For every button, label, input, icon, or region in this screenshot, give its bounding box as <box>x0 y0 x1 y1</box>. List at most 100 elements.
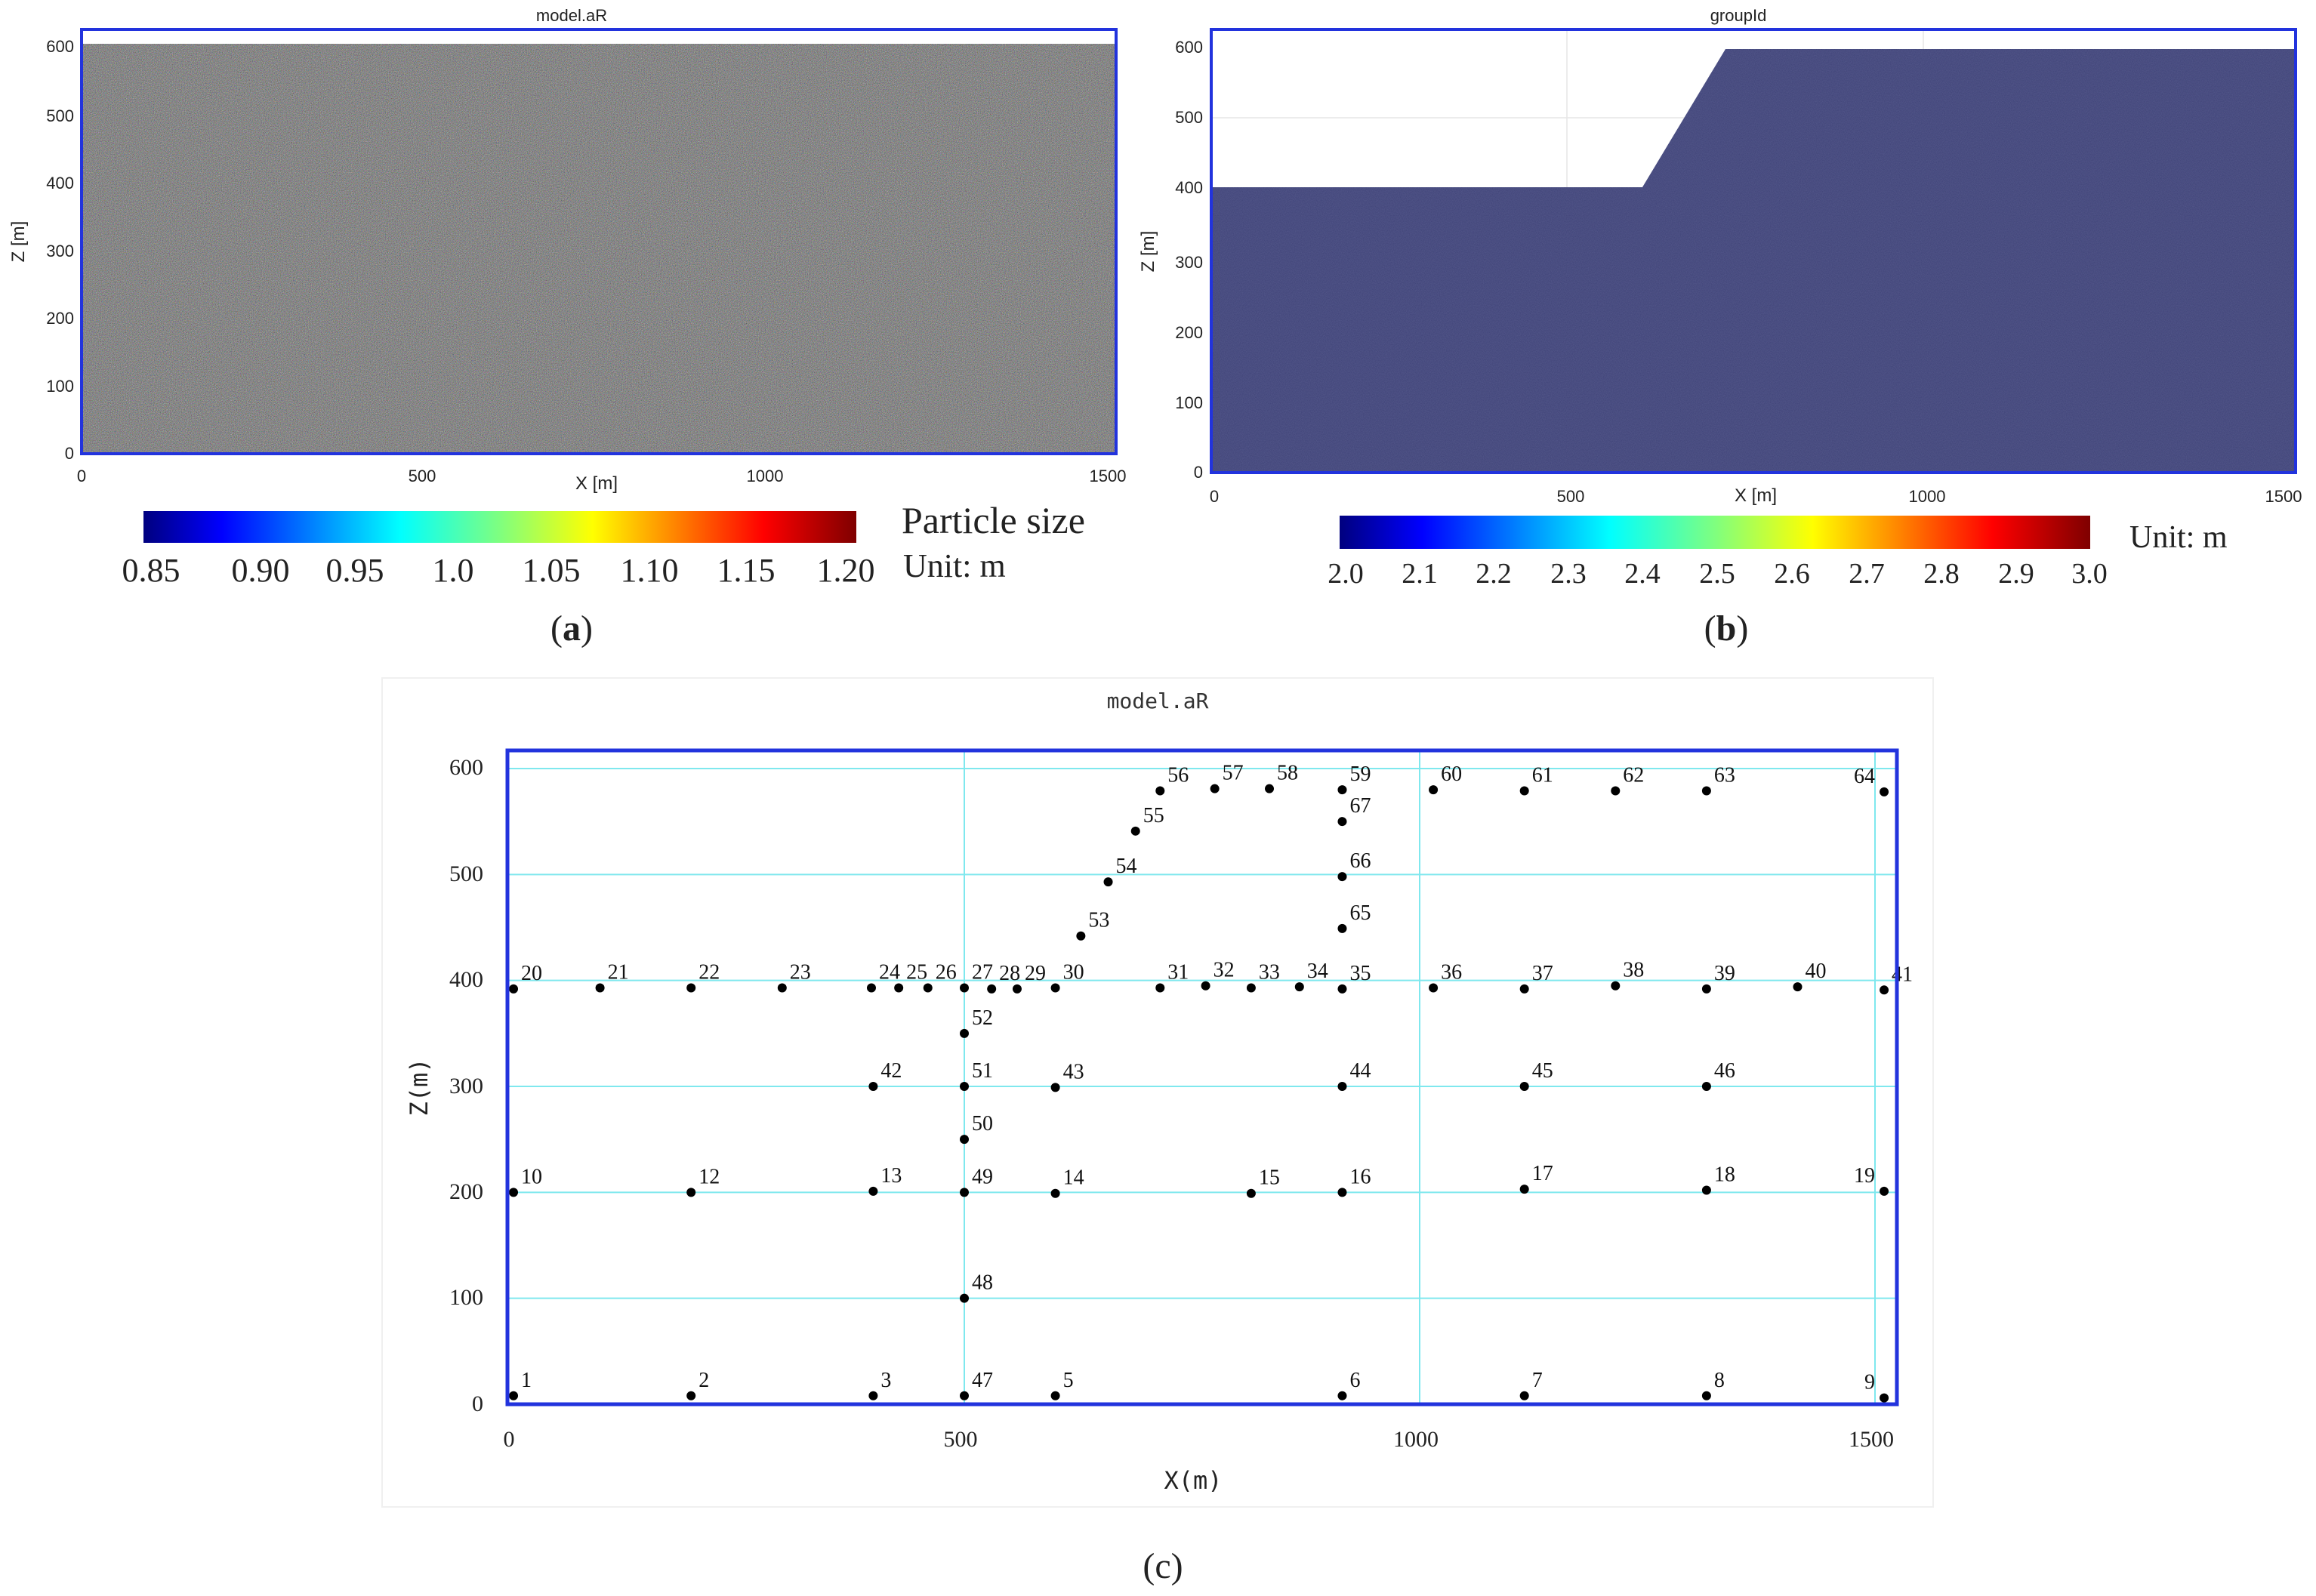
point-label: 18 <box>1714 1163 1735 1187</box>
monitoring-point-9 <box>1880 1393 1889 1403</box>
point-label: 28 <box>999 962 1020 985</box>
monitoring-point-10 <box>509 1188 519 1197</box>
point-label: 56 <box>1167 763 1189 787</box>
point-label: 9 <box>1864 1371 1875 1394</box>
point-label: 64 <box>1854 765 1875 788</box>
panel-b-xtick: 500 <box>1557 487 1585 506</box>
panel-a-title: model.aR <box>536 6 607 25</box>
monitoring-point-39 <box>1701 984 1711 994</box>
monitoring-point-65 <box>1337 923 1347 933</box>
panel-a-ytick: 400 <box>46 174 74 193</box>
panel-c-ytick: 400 <box>449 967 483 992</box>
monitoring-point-1 <box>509 1391 519 1400</box>
monitoring-point-60 <box>1429 785 1439 795</box>
monitoring-point-44 <box>1337 1082 1347 1092</box>
point-label: 63 <box>1714 763 1735 787</box>
monitoring-point-47 <box>960 1391 969 1400</box>
monitoring-point-53 <box>1076 931 1086 941</box>
point-label: 29 <box>1025 962 1046 985</box>
panel-b-xtick: 0 <box>1210 487 1219 506</box>
point-label: 51 <box>972 1059 993 1083</box>
monitoring-point-15 <box>1246 1188 1256 1198</box>
panel-c-outer-border <box>381 677 1934 1508</box>
panel-a-caption-letter: a <box>563 609 581 649</box>
monitoring-point-2 <box>686 1391 696 1400</box>
monitoring-point-54 <box>1103 877 1113 887</box>
point-label: 22 <box>699 961 720 984</box>
panel-a-caption-close: ) <box>581 609 593 649</box>
point-label: 60 <box>1441 763 1462 786</box>
panel-b-ytick: 0 <box>1194 463 1203 482</box>
panel-a-ytick: 100 <box>46 377 74 396</box>
panel-a-frame <box>80 28 1118 455</box>
panel-a-colorbar-unit: Unit: m <box>903 547 1006 584</box>
point-label: 33 <box>1259 961 1280 984</box>
monitoring-point-12 <box>686 1188 696 1197</box>
monitoring-point-41 <box>1880 985 1889 995</box>
panel-b-cb-tick: 2.7 <box>1849 558 1885 590</box>
monitoring-point-17 <box>1519 1185 1529 1194</box>
point-label: 59 <box>1349 763 1371 786</box>
monitoring-point-62 <box>1611 786 1621 796</box>
point-label: 53 <box>1088 909 1109 932</box>
monitoring-point-31 <box>1155 983 1165 993</box>
point-label: 49 <box>972 1165 993 1188</box>
panel-a-ytick: 0 <box>65 444 74 463</box>
monitoring-point-30 <box>1050 983 1060 993</box>
monitoring-point-46 <box>1701 1082 1711 1092</box>
panel-a: model.aR 0 100 200 300 400 500 600 0 500… <box>8 6 1126 649</box>
monitoring-point-50 <box>960 1135 969 1145</box>
panel-b-cb-tick: 2.9 <box>1998 558 2034 590</box>
panel-b-frame <box>1210 28 2297 474</box>
panel-c-frame <box>505 748 1899 1407</box>
panel-c-points <box>509 784 1889 1403</box>
point-label: 42 <box>880 1059 902 1083</box>
panel-b-cb-tick: 2.4 <box>1624 558 1661 590</box>
panel-a-colorbar-title: Particle size <box>902 499 1085 541</box>
panel-b-ytick: 200 <box>1175 323 1203 342</box>
point-label: 23 <box>790 961 811 984</box>
panel-c-xtick: 0 <box>504 1427 515 1452</box>
panel-a-yticks: 0 100 200 300 400 500 600 <box>46 37 74 463</box>
panel-b: groupId 0 100 200 300 400 500 600 0 500 … <box>1138 6 2302 649</box>
monitoring-point-18 <box>1701 1185 1711 1195</box>
monitoring-point-38 <box>1611 981 1621 991</box>
point-label: 40 <box>1805 960 1826 983</box>
point-label: 52 <box>972 1006 993 1030</box>
panel-c-ytick: 300 <box>449 1074 483 1098</box>
point-label: 62 <box>1623 763 1644 787</box>
panel-b-colorbar-ticks: 2.0 2.1 2.2 2.3 2.4 2.5 2.6 2.7 2.8 2.9 … <box>1328 558 2108 590</box>
monitoring-point-63 <box>1701 786 1711 796</box>
point-label: 24 <box>879 961 900 984</box>
panel-b-cb-tick: 2.1 <box>1402 558 1438 590</box>
monitoring-point-33 <box>1246 983 1256 993</box>
monitoring-point-27 <box>960 983 969 993</box>
monitoring-point-26 <box>923 983 933 993</box>
panel-b-ytick: 500 <box>1175 108 1203 127</box>
monitoring-point-64 <box>1880 787 1889 796</box>
point-label: 26 <box>936 961 957 984</box>
panel-b-cb-tick: 2.0 <box>1328 558 1364 590</box>
panel-b-colorbar <box>1340 516 2090 549</box>
point-label: 19 <box>1854 1164 1875 1188</box>
panel-c-title: model.aR <box>1107 689 1209 713</box>
panel-a-cb-tick: 0.85 <box>122 552 180 589</box>
panel-c-xtick: 500 <box>944 1427 978 1452</box>
point-label: 1 <box>521 1369 532 1392</box>
point-label: 48 <box>972 1271 993 1295</box>
monitoring-point-20 <box>509 984 519 994</box>
point-label: 10 <box>521 1165 542 1188</box>
panel-b-cb-tick: 2.2 <box>1476 558 1512 590</box>
panel-a-ytick: 600 <box>46 37 74 56</box>
monitoring-point-32 <box>1201 981 1210 991</box>
monitoring-point-48 <box>960 1293 969 1303</box>
point-label: 27 <box>972 961 993 984</box>
monitoring-point-67 <box>1337 817 1347 827</box>
panel-a-xticks: 0 500 1000 1500 <box>77 467 1127 485</box>
panel-b-title: groupId <box>1710 6 1767 25</box>
point-label: 37 <box>1532 962 1553 985</box>
panel-a-cb-tick: 1.15 <box>717 552 776 589</box>
monitoring-point-43 <box>1050 1083 1060 1092</box>
point-label: 21 <box>608 961 629 984</box>
